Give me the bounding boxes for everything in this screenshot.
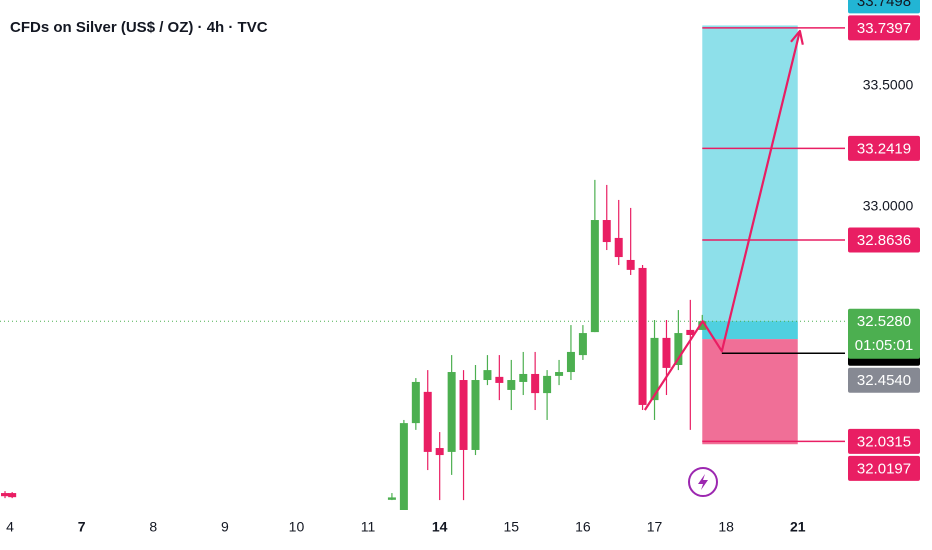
price-label: 32.8636 [857,232,911,249]
price-label-bg [848,367,920,393]
candle-body [566,351,575,373]
overlay [643,29,804,411]
candle-body [8,493,17,498]
price-label-bg [848,428,920,454]
x-tick-label: 17 [647,519,663,535]
candle-body [435,448,444,456]
open-pnl-zone [702,321,798,340]
candle-body [626,259,635,270]
plot-area [0,25,845,510]
candle-body [662,337,671,368]
candle-body [543,375,552,394]
candle-body [447,372,456,452]
candle-body [495,376,504,383]
x-tick-label: 16 [575,519,591,535]
price-label: 33.7397 [857,20,911,37]
candle-body [602,220,611,243]
candle-body [698,321,707,330]
x-tick-label: 10 [289,519,305,535]
candle-body [555,372,564,376]
x-tick-label: 7 [78,519,86,535]
price-label-bg [848,308,920,359]
x-tick-label: 15 [504,519,520,535]
candle-body [387,497,396,500]
candle-body [459,380,468,450]
x-tick-label: 4 [6,519,14,535]
alert-icon[interactable] [688,467,718,497]
y-tick-label: 33.0000 [863,198,914,214]
arrow-path [643,30,801,411]
price-label-bg [848,135,920,161]
candle-body [1,493,10,497]
price-label-bg [848,227,920,253]
price-label: 32.5280 [857,313,911,330]
candle-body [483,370,492,381]
arrow-head [790,29,804,45]
candle-body [590,220,599,333]
x-tick-label: 8 [149,519,157,535]
price-label: 33.7498 [857,0,911,10]
chart-title: CFDs on Silver (US$ / OZ) · 4h · TVC [10,19,268,36]
price-label-bg [848,15,920,41]
candle-body [650,337,659,401]
candle-body [578,333,587,356]
profit-zone [702,25,798,340]
candle-body [507,380,516,390]
price-label: 32.4540 [857,372,911,389]
candle-body [674,333,683,366]
candle-body [614,237,623,258]
y-tick-label: 33.5000 [863,77,914,93]
candle-body [411,381,420,424]
price-label: 32.0315 [857,433,911,450]
candle-body [686,329,695,335]
candle-body [399,423,408,510]
x-tick-label: 9 [221,519,229,535]
countdown-label: 01:05:01 [855,337,913,354]
candle-body [531,373,540,394]
loss-zone [702,339,798,445]
price-label-bg [848,455,920,481]
candle-body [638,267,647,405]
candle-body [471,380,480,450]
x-tick-label: 14 [432,519,448,535]
x-tick-label: 11 [361,519,376,535]
x-tick-label: 18 [718,519,734,535]
candle-body [423,391,432,452]
candle-body [519,373,528,382]
price-label: 32.0197 [857,460,911,477]
price-label-bg [848,0,920,14]
x-tick-label: 21 [790,519,806,535]
price-label: 33.2419 [857,140,911,157]
